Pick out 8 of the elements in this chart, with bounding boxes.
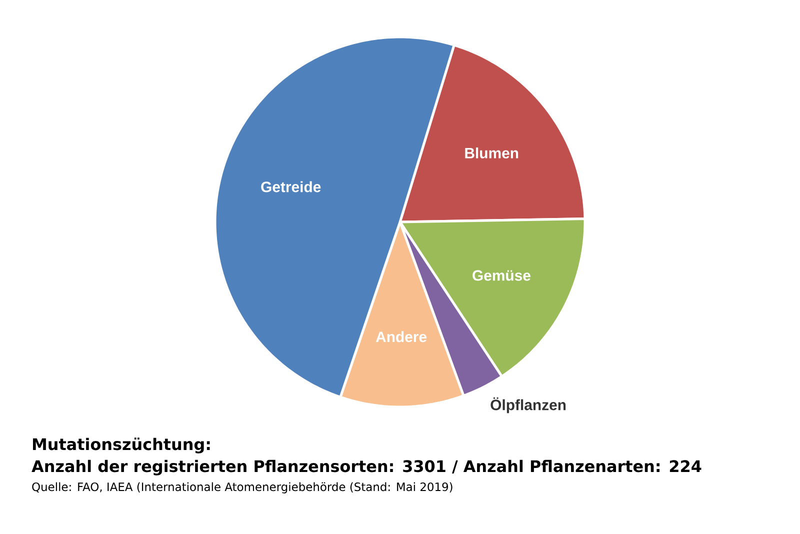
slice-label: Getreide: [261, 181, 321, 192]
source-note: Quelle: FAO, IAEA (Internationale Atomenergiebehörde (Stand: Mai 2019): [32, 482, 452, 494]
text: Anzahl der registrierten Pflanzensorten: 3301 / Anzahl Pflanzenarten: 224: [32, 460, 702, 476]
text: Mutationszüchtung:: [33, 438, 210, 454]
slice-label: Ölpflanzen: [490, 397, 566, 414]
slice-label: Andere: [376, 331, 427, 342]
slice-label: Gemüse: [472, 270, 530, 281]
slice-label: Blumen: [465, 147, 518, 158]
